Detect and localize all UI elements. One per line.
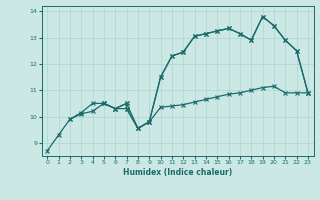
X-axis label: Humidex (Indice chaleur): Humidex (Indice chaleur) <box>123 168 232 177</box>
